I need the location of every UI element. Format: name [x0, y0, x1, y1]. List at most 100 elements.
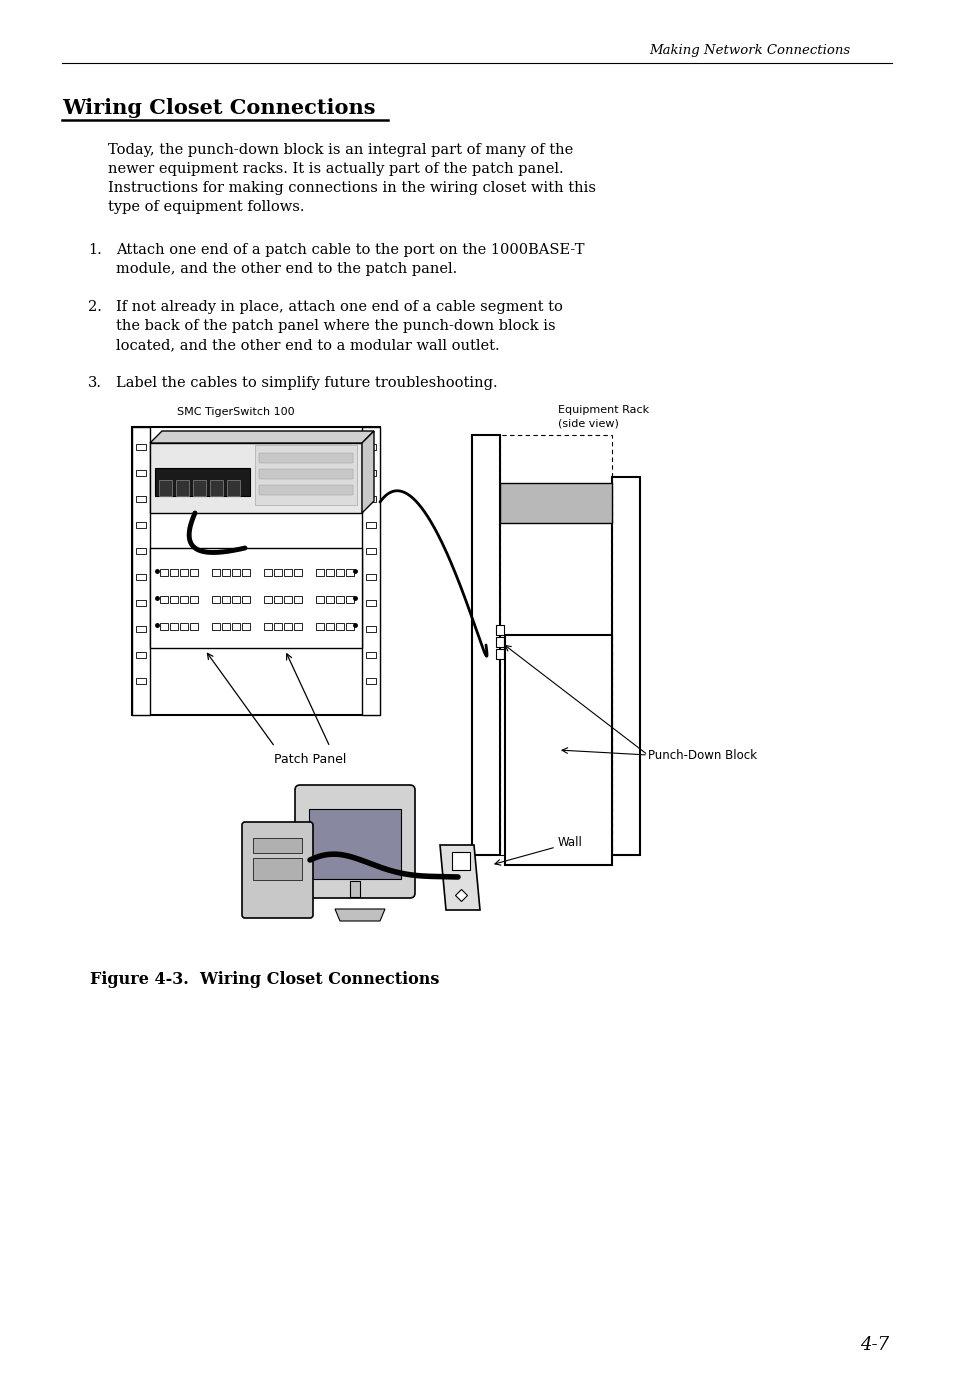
Text: located, and the other end to a modular wall outlet.: located, and the other end to a modular …	[116, 339, 499, 353]
Bar	[326, 569, 334, 576]
Text: 2.: 2.	[88, 300, 102, 314]
Bar	[150, 443, 361, 514]
Bar	[180, 595, 188, 602]
Bar	[180, 569, 188, 576]
Bar	[496, 637, 503, 647]
Text: Making Network Connections: Making Network Connections	[649, 43, 850, 57]
Bar	[136, 548, 146, 554]
Bar	[284, 569, 292, 576]
Polygon shape	[150, 432, 374, 443]
Bar	[190, 595, 198, 602]
Bar	[242, 623, 250, 630]
Bar	[132, 428, 379, 715]
Bar	[160, 595, 168, 602]
Bar	[253, 858, 302, 880]
Text: Attach one end of a patch cable to the port on the 1000BASE-T: Attach one end of a patch cable to the p…	[116, 243, 584, 257]
Bar	[212, 595, 220, 602]
Bar	[132, 428, 150, 715]
Bar	[160, 623, 168, 630]
Text: newer equipment racks. It is actually part of the patch panel.: newer equipment racks. It is actually pa…	[108, 162, 563, 176]
FancyBboxPatch shape	[294, 786, 415, 898]
Bar	[294, 595, 302, 602]
Bar	[170, 569, 178, 576]
Bar	[612, 477, 639, 855]
Text: type of equipment follows.: type of equipment follows.	[108, 200, 304, 214]
Bar	[366, 626, 375, 632]
Text: Label the cables to simplify future troubleshooting.: Label the cables to simplify future trou…	[116, 376, 497, 390]
Bar	[335, 623, 344, 630]
Bar	[190, 569, 198, 576]
Bar	[258, 469, 353, 479]
Bar	[242, 595, 250, 602]
Bar	[227, 480, 240, 496]
Text: Wiring Closet Connections: Wiring Closet Connections	[62, 99, 375, 118]
Text: Instructions for making connections in the wiring closet with this: Instructions for making connections in t…	[108, 180, 596, 194]
Bar	[136, 652, 146, 658]
Bar	[222, 623, 230, 630]
Bar	[284, 623, 292, 630]
Text: module, and the other end to the patch panel.: module, and the other end to the patch p…	[116, 262, 456, 276]
Bar	[346, 623, 354, 630]
Polygon shape	[361, 432, 374, 514]
Bar	[315, 569, 324, 576]
Bar	[160, 569, 168, 576]
Bar	[136, 522, 146, 527]
Bar	[212, 623, 220, 630]
Bar	[212, 569, 220, 576]
Bar	[180, 623, 188, 630]
Bar	[175, 480, 189, 496]
Bar	[496, 625, 503, 634]
Bar	[366, 575, 375, 580]
Bar	[136, 444, 146, 450]
Bar	[346, 569, 354, 576]
Bar	[499, 434, 612, 855]
Bar	[335, 569, 344, 576]
Text: Patch Panel: Patch Panel	[274, 752, 346, 766]
Text: 1.: 1.	[88, 243, 102, 257]
Text: Punch-Down Block: Punch-Down Block	[647, 748, 757, 762]
Polygon shape	[335, 909, 385, 922]
Bar	[274, 595, 282, 602]
Bar	[136, 471, 146, 476]
Text: the back of the patch panel where the punch-down block is: the back of the patch panel where the pu…	[116, 319, 555, 333]
Bar	[366, 677, 375, 684]
Text: Equipment Rack: Equipment Rack	[558, 405, 648, 415]
Bar	[222, 595, 230, 602]
Text: Today, the punch-down block is an integral part of many of the: Today, the punch-down block is an integr…	[108, 143, 573, 157]
Bar	[210, 480, 223, 496]
Text: Wall: Wall	[558, 836, 582, 848]
Bar	[366, 496, 375, 502]
Bar	[136, 626, 146, 632]
Bar	[253, 838, 302, 854]
Bar	[264, 569, 272, 576]
Text: 3.: 3.	[88, 376, 102, 390]
Bar	[472, 434, 499, 855]
Bar	[254, 446, 356, 505]
Bar	[190, 623, 198, 630]
Bar	[326, 595, 334, 602]
Text: SMC TigerSwitch 100: SMC TigerSwitch 100	[177, 407, 294, 416]
Bar	[258, 484, 353, 496]
Bar	[136, 575, 146, 580]
Bar	[346, 595, 354, 602]
Bar	[504, 634, 612, 865]
Bar	[193, 480, 206, 496]
Bar	[154, 468, 250, 496]
Bar	[159, 480, 172, 496]
Bar	[170, 623, 178, 630]
Bar	[366, 548, 375, 554]
Bar	[315, 595, 324, 602]
Bar	[452, 852, 470, 870]
Bar	[335, 595, 344, 602]
Bar	[242, 569, 250, 576]
Bar	[366, 652, 375, 658]
Text: 4-7: 4-7	[860, 1337, 888, 1355]
Bar	[232, 623, 240, 630]
Bar	[264, 595, 272, 602]
Bar	[258, 452, 353, 464]
Bar	[274, 569, 282, 576]
Bar	[294, 623, 302, 630]
Text: If not already in place, attach one end of a cable segment to: If not already in place, attach one end …	[116, 300, 562, 314]
Bar	[222, 569, 230, 576]
Bar	[326, 623, 334, 630]
